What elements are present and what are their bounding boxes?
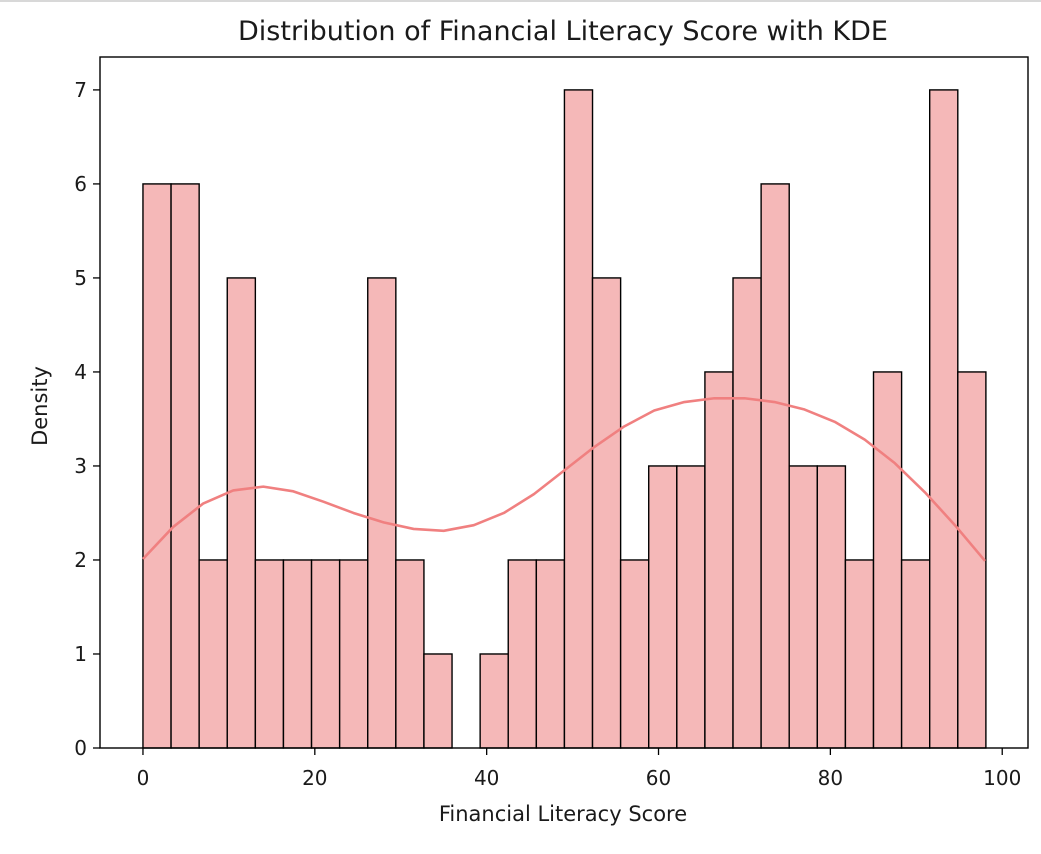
- top-rule: [0, 0, 1041, 2]
- histogram-bar: [395, 559, 425, 749]
- histogram-bar: [254, 559, 285, 749]
- x-axis-label: Financial Literacy Score: [439, 802, 687, 826]
- histogram-bar: [760, 183, 790, 749]
- y-tick-label: 0: [74, 736, 87, 760]
- histogram-bar: [929, 89, 959, 749]
- x-axis: 0 20 40 60 80 100: [137, 748, 1021, 790]
- y-tick-label: 3: [74, 454, 87, 478]
- y-tick-label: 6: [74, 172, 87, 196]
- y-tick-label: 4: [74, 360, 87, 384]
- histogram-bar: [198, 559, 228, 749]
- kde-curve: [142, 396, 987, 562]
- histogram-bar: [423, 653, 453, 749]
- plot-area: [142, 89, 987, 749]
- histogram-bar: [844, 559, 875, 749]
- y-axis-label: Density: [28, 366, 52, 446]
- y-tick-label: 7: [74, 78, 87, 102]
- x-tick-label: 60: [646, 766, 671, 790]
- y-tick-label: 5: [74, 266, 87, 290]
- histogram-bar: [535, 559, 566, 749]
- axes-frame: [99, 56, 1029, 749]
- histogram-bar: [704, 371, 734, 749]
- histogram-bar: [367, 277, 397, 749]
- histogram-bar: [676, 465, 706, 749]
- histogram-bar: [788, 465, 819, 749]
- histogram-bar: [591, 277, 622, 749]
- histogram-bar: [170, 183, 200, 749]
- histogram-bar: [563, 89, 594, 749]
- x-tick-label: 0: [137, 766, 150, 790]
- x-tick-label: 40: [474, 766, 499, 790]
- histogram-bar: [648, 465, 678, 749]
- y-axis: 0 1 2 3 4 5 6 7: [74, 78, 100, 760]
- x-tick-label: 80: [818, 766, 843, 790]
- histogram-bar: [872, 371, 903, 749]
- x-tick-label: 20: [302, 766, 327, 790]
- histogram-bar: [816, 465, 847, 749]
- y-tick-label: 1: [74, 642, 87, 666]
- histogram-bar: [338, 559, 369, 749]
- histogram-bar: [479, 653, 509, 749]
- histogram-bar: [310, 559, 341, 749]
- histogram-bar: [507, 559, 538, 749]
- histogram-bar: [142, 183, 172, 749]
- y-tick-label: 2: [74, 548, 87, 572]
- histogram-bar: [282, 559, 313, 749]
- histogram-bar: [732, 277, 762, 749]
- x-tick-label: 100: [983, 766, 1021, 790]
- histogram-bar: [900, 559, 931, 749]
- histogram-bar: [957, 371, 987, 749]
- histogram-bar: [226, 277, 257, 749]
- histogram-bar: [619, 559, 650, 749]
- chart-title: Distribution of Financial Literacy Score…: [238, 16, 888, 47]
